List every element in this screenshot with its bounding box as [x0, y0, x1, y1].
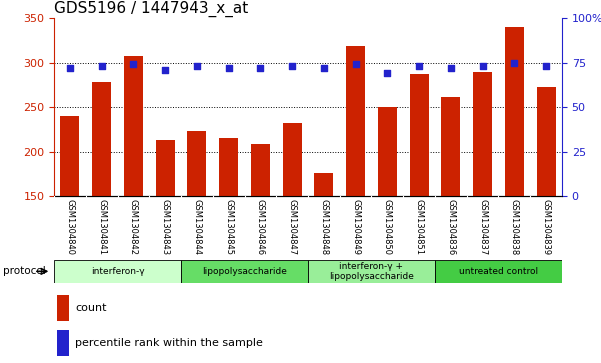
Point	[224, 65, 233, 71]
Bar	[441, 97, 460, 196]
Bar	[124, 56, 143, 196]
Text: GSM1304841: GSM1304841	[97, 199, 106, 255]
Point	[65, 65, 75, 71]
Bar	[435, 260, 562, 283]
Point	[351, 61, 361, 67]
Text: count: count	[75, 303, 107, 313]
Point	[319, 65, 329, 71]
Bar	[92, 82, 111, 196]
Text: GSM1304840: GSM1304840	[66, 199, 75, 255]
Point	[414, 63, 424, 69]
Bar	[378, 107, 397, 196]
Text: GSM1304851: GSM1304851	[415, 199, 424, 255]
Point	[97, 63, 106, 69]
Text: GSM1304843: GSM1304843	[160, 199, 169, 255]
Point	[287, 63, 297, 69]
Point	[510, 60, 519, 65]
Bar	[282, 123, 302, 196]
Point	[192, 63, 202, 69]
Text: GDS5196 / 1447943_x_at: GDS5196 / 1447943_x_at	[54, 1, 248, 17]
Text: protocol: protocol	[3, 266, 46, 276]
Text: GSM1304842: GSM1304842	[129, 199, 138, 255]
Text: lipopolysaccharide: lipopolysaccharide	[202, 267, 287, 276]
Text: interferon-γ: interferon-γ	[91, 267, 144, 276]
Point	[478, 63, 487, 69]
Bar	[181, 260, 308, 283]
Bar	[188, 131, 207, 196]
Bar	[314, 173, 334, 196]
Bar	[473, 72, 492, 196]
Point	[255, 65, 265, 71]
Text: untreated control: untreated control	[459, 267, 538, 276]
Text: GSM1304839: GSM1304839	[542, 199, 551, 255]
Bar	[409, 74, 429, 196]
Bar	[346, 46, 365, 196]
Point	[446, 65, 456, 71]
Text: GSM1304838: GSM1304838	[510, 199, 519, 256]
Point	[542, 63, 551, 69]
Text: GSM1304847: GSM1304847	[288, 199, 297, 255]
Bar	[56, 330, 69, 356]
Bar	[505, 27, 524, 196]
Text: GSM1304850: GSM1304850	[383, 199, 392, 255]
Text: GSM1304848: GSM1304848	[319, 199, 328, 255]
Text: GSM1304849: GSM1304849	[351, 199, 360, 255]
Text: GSM1304846: GSM1304846	[256, 199, 265, 255]
Text: interferon-γ +
lipopolysaccharide: interferon-γ + lipopolysaccharide	[329, 262, 414, 281]
Text: GSM1304844: GSM1304844	[192, 199, 201, 255]
Text: GSM1304837: GSM1304837	[478, 199, 487, 256]
Point	[160, 67, 170, 73]
Text: percentile rank within the sample: percentile rank within the sample	[75, 338, 263, 348]
Text: GSM1304836: GSM1304836	[447, 199, 456, 256]
Bar	[308, 260, 435, 283]
Bar	[537, 87, 555, 196]
Text: GSM1304845: GSM1304845	[224, 199, 233, 255]
Bar	[156, 140, 175, 196]
Bar	[219, 138, 238, 196]
Point	[383, 70, 392, 76]
Bar	[54, 260, 181, 283]
Bar	[56, 295, 69, 322]
Point	[129, 61, 138, 67]
Bar	[251, 144, 270, 196]
Bar	[61, 116, 79, 196]
